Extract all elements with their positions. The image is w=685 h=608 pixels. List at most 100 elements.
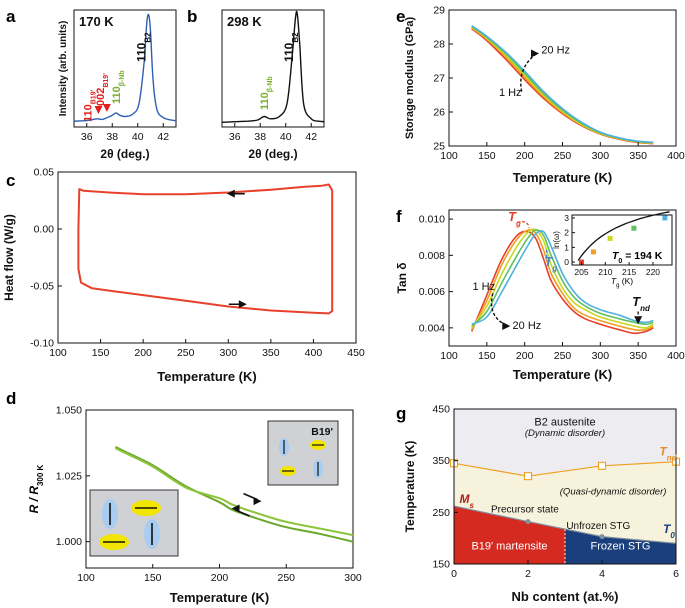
- x-tick-label-f-inset: 205: [574, 267, 588, 277]
- x-tick-label-f-inset: 210: [598, 267, 612, 277]
- peak-label-b: 110B2: [282, 32, 300, 62]
- y-tick-label-d: 1.050: [56, 405, 82, 417]
- y-axis-title-c: Heat flow (W/g): [2, 214, 16, 301]
- y-tick-label-d: 1.025: [56, 470, 82, 482]
- xrd-line-a: [73, 13, 177, 122]
- region-quasi-dynamic: [454, 461, 676, 544]
- region-label-martensite: B19' martensite: [471, 541, 547, 553]
- x-axis-title-e: Temperature (K): [513, 170, 612, 185]
- inset-label-d1: B19': [311, 426, 333, 438]
- x-tick-label-g: 4: [599, 568, 605, 580]
- region-label-unfrozen: Unfrozen STG: [566, 521, 630, 532]
- x-tick-label-c: 450: [347, 347, 365, 359]
- y-tick-label-f-inset: 3: [564, 213, 569, 223]
- x-tick-label-a: 42: [157, 131, 169, 143]
- y-tick-label-d: 1.000: [56, 536, 82, 548]
- tandelta-line-20Hz: [471, 230, 654, 325]
- x-tick-label-f: 250: [554, 350, 572, 362]
- tandelta-line-5Hz: [471, 228, 654, 329]
- x-tick-label-b: 40: [280, 131, 292, 143]
- freq-label-e: 1 Hz: [499, 87, 522, 99]
- x-tick-label-d: 300: [344, 572, 362, 584]
- modulus-line-20Hz: [471, 24, 654, 144]
- x-axis-title-a: 2θ (deg.): [100, 147, 149, 161]
- direction-arrowhead-c: [226, 189, 235, 198]
- tnd-label-g: Tnd: [659, 445, 677, 463]
- panel-title-a: 170 K: [79, 14, 114, 29]
- x-tick-label-e: 100: [440, 150, 458, 162]
- resistance-line-d: [114, 447, 354, 537]
- y-tick-label-c: 0.00: [34, 224, 55, 236]
- freq-label-f: 20 Hz: [513, 320, 542, 332]
- y-tick-label-e: 25: [433, 141, 445, 153]
- x-tick-label-e: 350: [629, 150, 647, 162]
- x-tick-label-c: 350: [262, 347, 280, 359]
- y-tick-label-f: 0.006: [419, 286, 445, 298]
- x-tick-label-c: 250: [177, 347, 195, 359]
- x-tick-label-f: 400: [667, 350, 685, 362]
- peak-label-b: 110β-Nb: [259, 76, 274, 110]
- y-tick-label-f-inset: 1: [564, 242, 569, 252]
- x-tick-label-c: 400: [305, 347, 323, 359]
- ms-t0-line: [453, 505, 677, 544]
- peak-label-a: 002B19': [95, 73, 110, 106]
- x-tick-label-a: 40: [132, 131, 144, 143]
- panel-label-f: f: [396, 207, 402, 226]
- y-tick-label-c: -0.10: [30, 338, 54, 350]
- x-tick-label-b: 42: [305, 131, 317, 143]
- x-tick-label-g: 0: [451, 568, 457, 580]
- x-tick-label-b: 36: [229, 131, 241, 143]
- region-label-b2-sub: (Dynamic disorder): [525, 428, 605, 439]
- region-label-precursor: Precursor state: [491, 504, 559, 515]
- x-tick-label-c: 150: [92, 347, 110, 359]
- peak-arrow-a: [94, 106, 103, 114]
- freq-arrow-e: [520, 52, 538, 92]
- panel-label-a: a: [6, 7, 16, 26]
- x-tick-label-e: 400: [667, 150, 685, 162]
- y-tick-label-g: 450: [432, 404, 450, 416]
- x-axis-title-f-inset: Tg (K): [611, 276, 633, 289]
- tnd-point: [597, 461, 607, 470]
- inset-box-d1: [267, 420, 339, 486]
- hysteresis-arrowhead-d: [253, 497, 262, 506]
- y-tick-label-g: 150: [432, 559, 450, 571]
- y-tick-label-f-inset: 2: [564, 228, 569, 238]
- x-axis-title-g: Nb content (at.%): [512, 589, 619, 604]
- panel-title-b: 298 K: [227, 14, 262, 29]
- y-tick-label-e: 26: [433, 107, 445, 119]
- tg-label-blue-f: Tg: [544, 254, 557, 273]
- x-tick-label-d: 200: [211, 572, 229, 584]
- tnd-line: [453, 461, 677, 477]
- plot-frame-c: [57, 171, 357, 344]
- y-tick-label-f: 0.004: [419, 322, 445, 334]
- vf-annotation: T0 = 194 K: [612, 250, 663, 265]
- panel-label-e: e: [396, 7, 405, 26]
- panel-label-c: c: [6, 171, 15, 190]
- y-axis-title-g: Temperature (K): [403, 441, 417, 533]
- y-axis-title-f-inset: ln(ω): [552, 231, 561, 249]
- x-tick-label-c: 100: [49, 347, 67, 359]
- region-label-frozen: Frozen STG: [591, 541, 651, 553]
- x-tick-label-f-inset: 215: [622, 267, 636, 277]
- freq-arrowhead-f: [502, 322, 511, 331]
- y-tick-label-e: 28: [433, 39, 445, 51]
- xrd-line-b: [221, 10, 325, 123]
- peak-label-a: 110B19': [83, 89, 98, 122]
- x-axis-title-c: Temperature (K): [157, 369, 256, 384]
- x-tick-label-b: 38: [254, 131, 266, 143]
- y-tick-label-f-inset: 0: [564, 257, 569, 267]
- ms-label: Ms: [460, 492, 475, 510]
- y-axis-title-a: Intensity (arb. units): [58, 21, 69, 117]
- y-tick-label-c: 0.05: [34, 167, 55, 179]
- region-label-b2: B2 austenite: [534, 417, 595, 429]
- tandelta-line-10Hz: [471, 229, 654, 327]
- y-tick-label-f: 0.008: [419, 250, 445, 262]
- y-axis-title-f: Tan δ: [395, 262, 409, 293]
- x-axis-title-b: 2θ (deg.): [248, 147, 297, 161]
- y-tick-label-g: 250: [432, 507, 450, 519]
- panel-label-b: b: [187, 7, 197, 26]
- peak-label-a: 110β-Nb: [111, 70, 126, 104]
- x-tick-label-f-inset: 220: [646, 267, 660, 277]
- inset-point: [590, 249, 596, 255]
